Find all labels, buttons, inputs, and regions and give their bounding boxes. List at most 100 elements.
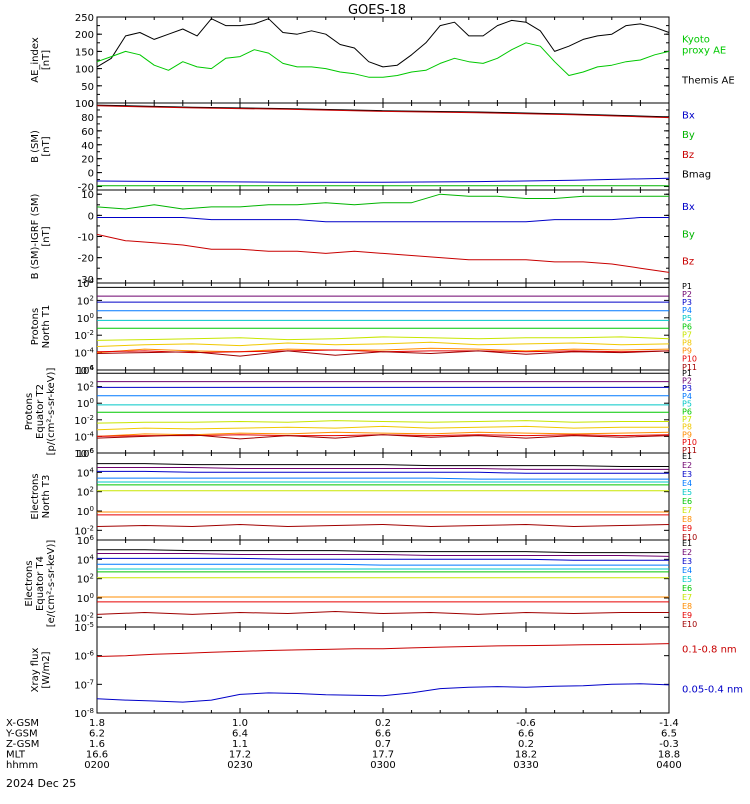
legend-item: E1	[682, 539, 692, 548]
y-tick-label: 104	[77, 364, 95, 377]
y-tick-label: 10-4	[74, 430, 94, 443]
series-line-by	[96, 193, 669, 210]
legend-item: P4	[682, 392, 692, 401]
legend-item: P10	[682, 438, 697, 447]
y-tick-label: 100	[77, 505, 94, 518]
legend-item: P2	[682, 377, 692, 386]
legend-item: E5	[682, 575, 692, 584]
series-line-p11	[96, 350, 670, 357]
legend-item: Bz	[682, 257, 694, 268]
legend-item: P8	[682, 423, 692, 432]
legend-item: P1	[682, 282, 692, 291]
y-tick-label: 100	[75, 99, 94, 110]
x-tick-label: 6.5	[661, 729, 677, 740]
series-line-e4	[97, 563, 669, 566]
y-tick-label: 104	[77, 277, 95, 290]
y-tick-label: 10-2	[74, 524, 94, 537]
legend-item: E3	[682, 557, 692, 566]
legend-item: By	[682, 130, 695, 141]
y-tick-label: -10	[78, 233, 94, 244]
y-tick-label: 10-5	[74, 621, 94, 634]
y-tick-label: 50	[81, 82, 94, 93]
legend-item: P5	[682, 314, 692, 323]
series-line-e10	[96, 611, 669, 615]
series-line-bmag	[96, 104, 670, 118]
panel-frame	[96, 189, 670, 284]
y-axis-label: Protons	[30, 308, 41, 345]
legend-item: P9	[682, 430, 692, 439]
series-line-e10	[96, 524, 670, 527]
y-tick-label: 102	[77, 294, 94, 307]
legend-item: P5	[682, 400, 692, 409]
series-line-p8	[96, 341, 670, 347]
x-tick-label: 6.2	[89, 729, 105, 740]
y-tick-label: 100	[75, 65, 94, 76]
x-tick-label: 18.8	[658, 750, 680, 761]
series-line-kyoto-proxy-ae	[96, 42, 670, 78]
legend-item: P7	[682, 330, 692, 339]
y-tick-label: 100	[77, 397, 94, 410]
panel-frame	[96, 102, 670, 191]
y-tick-label: 0	[88, 169, 94, 180]
y-tick-label: 106	[77, 447, 95, 460]
legend-item: Bx	[682, 110, 695, 121]
x-tick-label: -0.6	[516, 718, 536, 729]
y-tick-label: -30	[78, 275, 94, 286]
series-line-bx	[97, 217, 669, 223]
y-axis-label: Electrons	[24, 560, 35, 606]
y-tick-label: 200	[75, 30, 94, 41]
y-tick-label: 104	[77, 466, 95, 479]
y-tick-label: 10-2	[74, 611, 94, 624]
x-tick-label: 1.8	[89, 718, 105, 729]
x-tick-label: 0300	[370, 760, 395, 771]
series-line-e1	[97, 463, 669, 467]
legend-item: E4	[682, 479, 692, 488]
series-line-0-1-0-8-nm	[96, 643, 670, 657]
y-tick-label: 102	[77, 486, 94, 499]
y-axis-label: [W/m2]	[41, 651, 52, 688]
legend-item: E2	[682, 461, 692, 470]
y-axis-label: North T1	[41, 305, 52, 349]
y-axis-label: Equator T4	[35, 556, 46, 611]
legend-item: E2	[682, 548, 692, 557]
x-row-label: Z-GSM	[6, 739, 39, 750]
y-tick-label: 100	[77, 592, 94, 605]
y-axis-label: [nT]	[41, 136, 52, 156]
legend-item: P2	[682, 290, 692, 299]
y-tick-label: -20	[78, 254, 94, 265]
x-tick-label: 1.0	[232, 718, 248, 729]
x-tick-label: 6.6	[375, 729, 391, 740]
y-axis-label: [p/(cm²-s-sr-keV)]	[46, 368, 57, 456]
x-tick-label: 1.6	[89, 739, 105, 750]
y-axis-label: Xray flux	[30, 648, 41, 693]
legend-item: P6	[682, 407, 692, 416]
x-tick-label: -0.3	[659, 739, 679, 750]
y-tick-label: 102	[77, 381, 94, 394]
legend-item: E10	[682, 620, 697, 629]
legend-item: E4	[682, 566, 692, 575]
y-tick-label: 10-6	[74, 364, 94, 377]
series-line-e1	[97, 549, 669, 554]
y-tick-label: 10-6	[74, 447, 94, 460]
y-axis-label: [nT]	[41, 50, 52, 70]
x-tick-label: 16.6	[86, 750, 108, 761]
y-tick-label: 0	[88, 99, 94, 110]
legend-item: Kyoto	[682, 35, 710, 46]
legend-item: E6	[682, 584, 692, 593]
legend-item: Bx	[682, 202, 695, 213]
y-axis-label: [nT]	[41, 226, 52, 246]
x-row-label: Y-GSM	[5, 729, 38, 740]
series-line-p8	[96, 425, 669, 431]
series-line-themis-ae	[96, 18, 670, 68]
y-tick-label: 10	[81, 190, 94, 201]
y-tick-label: 150	[75, 47, 94, 58]
y-tick-label: 100	[77, 312, 94, 325]
panel-frame	[96, 626, 670, 714]
y-axis-label: Protons	[24, 393, 35, 430]
y-tick-label: 40	[81, 141, 94, 152]
x-tick-label: 6.4	[232, 729, 248, 740]
x-tick-label: 18.2	[515, 750, 537, 761]
